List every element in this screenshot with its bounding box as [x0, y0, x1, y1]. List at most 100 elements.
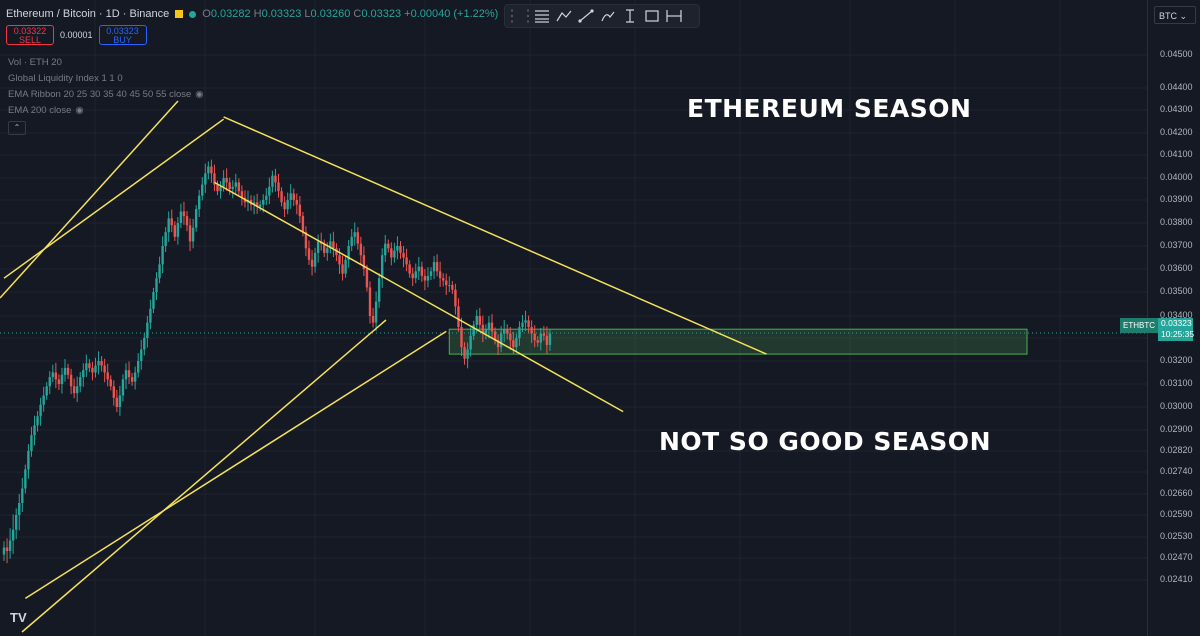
- candle-body: [124, 370, 128, 380]
- candle-body: [280, 191, 283, 203]
- flag-icon[interactable]: [175, 10, 184, 18]
- measure-icon[interactable]: [665, 7, 683, 25]
- y-tick-label: 0.02410: [1160, 574, 1193, 584]
- path-icon[interactable]: [555, 7, 573, 25]
- candle-body: [191, 227, 195, 242]
- symbol-tag: ETHBTC: [1120, 318, 1158, 333]
- collapse-indicators-button[interactable]: ⌃: [8, 121, 26, 135]
- candle-body: [152, 292, 155, 309]
- candle-body: [475, 316, 478, 325]
- symbol-title[interactable]: Ethereum / Bitcoin · 1D · Binance: [6, 8, 170, 20]
- candle-body: [478, 316, 481, 325]
- candle-body: [405, 257, 408, 265]
- candle-body: [347, 246, 350, 260]
- trend-line-icon[interactable]: [577, 7, 595, 25]
- candle-body: [149, 308, 152, 323]
- candle-body: [69, 374, 73, 387]
- sell-button[interactable]: 0.03322 SELL: [6, 25, 54, 45]
- candle-body: [438, 271, 442, 279]
- market-status-icon: [189, 10, 197, 18]
- candle-body: [463, 347, 466, 359]
- candle-body: [286, 200, 289, 210]
- buy-button[interactable]: 0.03323 BUY: [98, 25, 147, 45]
- candle-body: [259, 204, 262, 207]
- y-tick-label: 0.03600: [1160, 263, 1193, 273]
- eye-icon[interactable]: ◉: [195, 89, 204, 100]
- candle-body: [530, 327, 533, 334]
- candle-body: [487, 322, 491, 330]
- candle-body: [133, 372, 137, 382]
- candle-body: [548, 333, 552, 345]
- candle-body: [79, 377, 82, 387]
- candle-body: [5, 547, 9, 551]
- y-tick-label: 0.02660: [1160, 488, 1193, 498]
- candle-body: [173, 225, 176, 237]
- candle-body: [268, 186, 271, 196]
- candle-body: [335, 248, 338, 256]
- current-price-label: ETHBTC 0.03323 10:25:35: [1120, 318, 1194, 341]
- candle-body: [72, 386, 76, 394]
- candle-body: [127, 370, 131, 378]
- candle-body: [164, 232, 167, 246]
- text-icon[interactable]: [621, 7, 639, 25]
- candle-body: [429, 271, 433, 276]
- candle-body: [18, 503, 21, 515]
- candle-body: [496, 340, 500, 348]
- candle-body: [545, 335, 549, 345]
- drag-handle-icon[interactable]: ⋮⋮: [504, 8, 536, 25]
- trend-line: [21, 319, 387, 633]
- trend-line: [24, 330, 447, 599]
- candle-body: [48, 377, 51, 387]
- candle-body: [469, 335, 472, 350]
- candle-body: [143, 338, 146, 350]
- candle-body: [198, 195, 201, 210]
- indicator-volume[interactable]: Vol · ETH 20: [8, 57, 62, 68]
- candle-body: [493, 331, 497, 341]
- candle-body: [140, 349, 143, 361]
- y-tick-label: 0.03400: [1160, 310, 1193, 320]
- candle-body: [295, 200, 298, 205]
- eye-icon[interactable]: ◉: [75, 105, 84, 116]
- candle-body: [201, 184, 204, 196]
- candle-body: [310, 259, 314, 267]
- candle-body: [356, 232, 359, 244]
- candle-body: [265, 195, 268, 200]
- candle-body: [115, 397, 119, 407]
- candle-body: [326, 248, 329, 253]
- candle-body: [228, 182, 231, 189]
- candle-body: [194, 209, 198, 228]
- trend-line: [0, 100, 179, 299]
- candle-body: [121, 379, 125, 396]
- candle-body: [448, 285, 451, 287]
- candle-body: [460, 327, 463, 348]
- candle-body: [396, 246, 399, 251]
- indicator-ema-200[interactable]: EMA 200 close ◉: [8, 105, 84, 116]
- candle-body: [371, 316, 375, 323]
- candle-body: [222, 178, 225, 187]
- y-tick-label: 0.04400: [1160, 82, 1193, 92]
- candle-body: [515, 338, 518, 348]
- indicator-ema-ribbon[interactable]: EMA Ribbon 20 25 30 35 40 45 50 55 close…: [8, 89, 204, 100]
- candle-body: [377, 278, 381, 302]
- currency-selector[interactable]: BTC ⌄: [1154, 6, 1196, 24]
- y-tick-label: 0.03500: [1160, 286, 1193, 296]
- candle-body: [301, 216, 305, 233]
- candle-body: [277, 182, 280, 192]
- candle-body: [24, 469, 27, 489]
- y-tick-label: 0.04200: [1160, 127, 1193, 137]
- candle-body: [390, 248, 393, 258]
- candle-body: [527, 320, 530, 327]
- candle-body: [329, 241, 332, 249]
- fib-retracement-icon[interactable]: [533, 7, 551, 25]
- candle-body: [524, 320, 527, 323]
- candle-body: [490, 322, 494, 332]
- rectangle-icon[interactable]: [643, 7, 661, 25]
- indicator-global-liquidity[interactable]: Global Liquidity Index 1 1 0: [8, 73, 123, 84]
- candle-body: [240, 191, 244, 198]
- candle-body: [472, 324, 475, 336]
- candle-body: [130, 377, 134, 382]
- y-tick-label: 0.03200: [1160, 355, 1193, 365]
- brush-icon[interactable]: [599, 7, 617, 25]
- price-chart[interactable]: [0, 0, 1147, 636]
- candle-body: [426, 275, 430, 281]
